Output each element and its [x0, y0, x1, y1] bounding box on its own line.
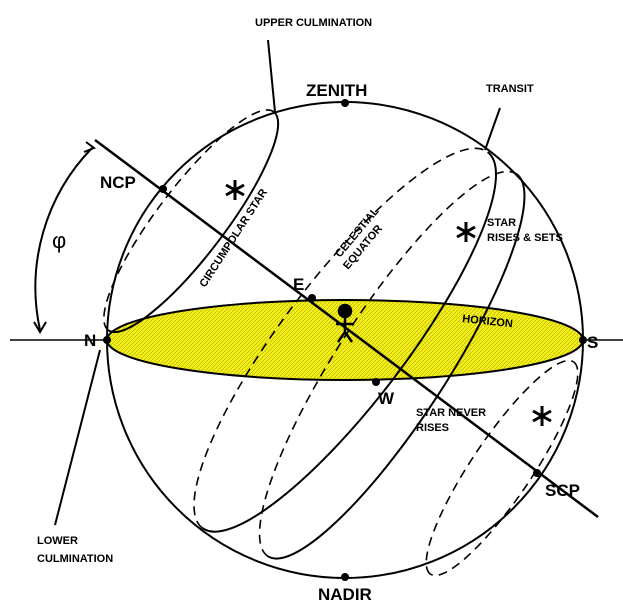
label-north: N	[84, 331, 96, 350]
label-star-rises-1: STAR	[487, 217, 516, 229]
label-star-rises-2: RISES & SETS	[487, 232, 563, 244]
label-ncp: NCP	[100, 173, 136, 192]
label-lower-culmination-2: CULMINATION	[37, 553, 113, 565]
celestial-sphere-diagram: UPPER CULMINATION ZENITH TRANSIT NCP CIR…	[0, 0, 623, 602]
label-circumpolar: CIRCUMPOLAR STAR	[197, 187, 270, 290]
label-west: W	[378, 389, 395, 408]
label-latitude: φ	[52, 228, 66, 253]
label-upper-culmination: UPPER CULMINATION	[255, 17, 372, 29]
label-transit: TRANSIT	[486, 83, 534, 95]
label-south: S	[587, 333, 598, 352]
never-rises-path	[406, 345, 599, 591]
label-zenith: ZENITH	[306, 81, 367, 100]
label-never-rises-2: RISES	[416, 422, 449, 434]
label-scp: SCP	[545, 481, 580, 500]
label-never-rises-1: STAR NEVER	[416, 407, 486, 419]
label-nadir: NADIR	[318, 585, 372, 602]
label-east: E	[293, 275, 304, 294]
label-lower-culmination-1: LOWER	[37, 535, 78, 547]
